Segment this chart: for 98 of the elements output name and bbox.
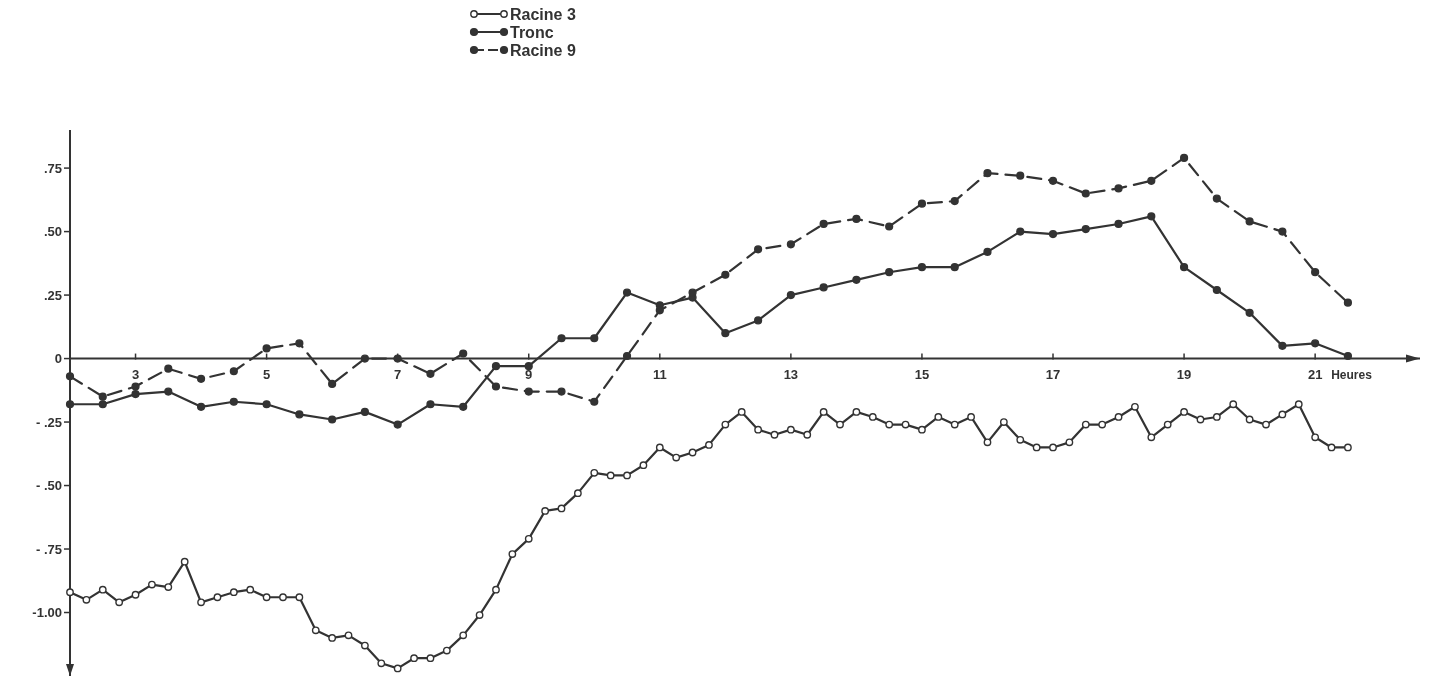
point — [1278, 341, 1287, 350]
point — [983, 169, 992, 178]
point — [950, 263, 959, 272]
point — [131, 382, 140, 391]
x-tick-label: 11 — [652, 366, 667, 382]
point — [524, 387, 533, 396]
x-tick-label: 15 — [914, 366, 930, 382]
y-tick-label: .25 — [43, 287, 62, 303]
point — [819, 219, 828, 229]
point — [786, 240, 795, 249]
point — [65, 400, 75, 409]
point — [852, 275, 861, 284]
point — [196, 402, 206, 411]
point — [754, 316, 763, 325]
x-tick-label: 3 — [131, 366, 140, 382]
point — [262, 400, 271, 409]
point — [295, 339, 304, 348]
point — [1081, 189, 1090, 198]
point — [1114, 219, 1123, 229]
point — [295, 410, 304, 419]
point — [524, 362, 533, 371]
y-tick-label: .75 — [43, 160, 62, 176]
point — [622, 351, 632, 361]
point — [1245, 308, 1254, 317]
y-tick-label: - .50 — [35, 478, 62, 494]
point — [1016, 171, 1025, 180]
point — [1311, 339, 1320, 348]
point — [459, 402, 468, 411]
point — [983, 247, 992, 256]
point — [328, 379, 337, 389]
point — [1245, 217, 1254, 226]
y-tick-label: -1.00 — [32, 605, 62, 621]
point — [786, 290, 795, 300]
x-tick-label: 17 — [1045, 366, 1061, 382]
y-tick-label: 0 — [54, 351, 62, 367]
x-tick-label: 19 — [1176, 366, 1192, 382]
point — [360, 407, 369, 416]
point — [393, 420, 402, 429]
point — [852, 214, 861, 223]
point — [360, 354, 369, 363]
point — [131, 390, 140, 399]
point — [1147, 212, 1156, 221]
point — [950, 197, 959, 206]
point — [1212, 285, 1221, 295]
point — [1147, 176, 1156, 185]
y-tick-label: .50 — [43, 224, 62, 240]
point — [721, 329, 730, 338]
point — [229, 367, 238, 376]
point — [1048, 176, 1058, 185]
point — [491, 382, 501, 391]
point — [1179, 263, 1189, 272]
point — [262, 344, 271, 353]
legend-label: Tronc — [510, 23, 554, 41]
point — [885, 268, 894, 277]
point — [229, 397, 238, 406]
legend-label: Racine 3 — [510, 5, 576, 23]
point — [1081, 224, 1090, 234]
legend-label: Racine 9 — [510, 41, 576, 59]
point — [1179, 153, 1189, 163]
point — [622, 288, 632, 297]
point — [196, 374, 206, 383]
point — [917, 263, 927, 272]
point — [557, 334, 566, 343]
x-axis-title: Heures — [1331, 367, 1373, 382]
point — [1278, 227, 1287, 236]
point — [885, 222, 894, 231]
point — [1311, 268, 1320, 277]
point — [426, 369, 435, 378]
point — [754, 245, 763, 254]
point — [459, 349, 468, 358]
y-tick-label: - .25 — [35, 414, 62, 430]
point — [1343, 351, 1353, 361]
point — [1048, 230, 1058, 239]
point — [655, 306, 664, 315]
point — [1343, 298, 1353, 307]
point — [1212, 194, 1221, 203]
point — [164, 364, 173, 373]
point — [328, 415, 337, 424]
x-tick-label: 5 — [262, 366, 271, 382]
point — [491, 362, 501, 371]
point — [98, 400, 107, 409]
point — [819, 283, 828, 292]
point — [65, 372, 75, 381]
point — [98, 392, 107, 401]
x-tick-label: 21 — [1307, 366, 1323, 382]
point — [1114, 184, 1123, 193]
x-tick-label: 13 — [783, 366, 799, 382]
point — [1016, 227, 1025, 236]
point — [164, 387, 173, 396]
point — [721, 270, 730, 279]
x-tick-label: 7 — [394, 366, 402, 382]
point — [590, 397, 599, 406]
point — [590, 334, 599, 343]
point — [917, 199, 927, 208]
point — [426, 400, 435, 409]
y-tick-label: - .75 — [35, 541, 62, 557]
point — [557, 387, 566, 396]
x-tick-label: 9 — [525, 366, 533, 382]
